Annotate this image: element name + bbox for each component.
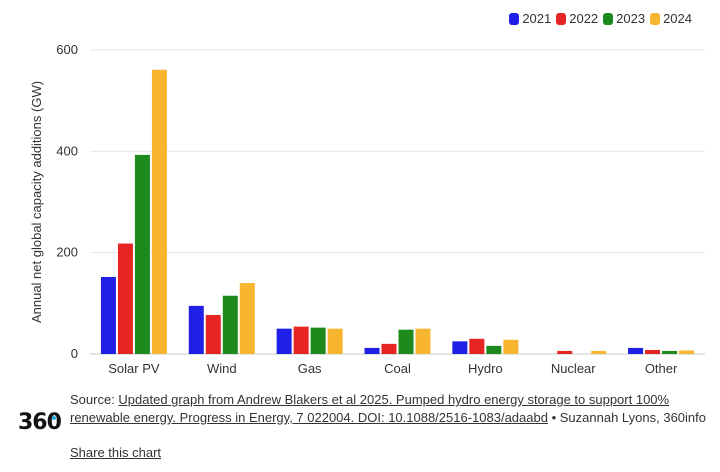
- bar-solar-pv-2024: [151, 69, 167, 354]
- 360info-logo: 360: [18, 410, 62, 435]
- bar-wind-2024: [239, 283, 255, 354]
- bar-coal-2024: [415, 328, 431, 354]
- legend-label-2021: 2021: [522, 11, 552, 26]
- legend-swatch-2021: [509, 12, 520, 25]
- bar-coal-2022: [381, 343, 397, 354]
- legend-label-2024: 2024: [663, 11, 692, 26]
- x-tick-label-other: Other: [645, 361, 678, 376]
- source-link[interactable]: Updated graph from Andrew Blakers et al …: [70, 392, 670, 425]
- chart-source: Source: Updated graph from Andrew Blaker…: [70, 391, 710, 427]
- bar-coal-2023: [398, 329, 414, 354]
- legend-swatch-2024: [650, 12, 661, 25]
- x-tick-label-nuclear: Nuclear: [551, 361, 596, 376]
- bar-solar-pv-2023: [134, 154, 150, 354]
- bar-nuclear-2024: [591, 350, 607, 354]
- legend-item-2023[interactable]: 2023: [603, 11, 645, 26]
- y-tick-label-400: 400: [56, 143, 78, 158]
- bar-other-2024: [679, 350, 695, 354]
- bar-other-2023: [662, 350, 678, 354]
- bar-wind-2021: [188, 305, 204, 354]
- bar-gas-2024: [327, 328, 343, 354]
- x-tick-label-wind: Wind: [207, 361, 237, 376]
- bar-chart: 0 200 400 600 Annual net global capacity add…: [29, 42, 705, 376]
- bar-coal-2021: [364, 347, 380, 354]
- y-tick-label-0: 0: [71, 346, 78, 361]
- y-tick-label-200: 200: [56, 245, 78, 260]
- bar-hydro-2024: [503, 339, 519, 354]
- bar-other-2022: [645, 349, 661, 354]
- x-tick-label-gas: Gas: [298, 361, 322, 376]
- bar-gas-2023: [310, 327, 326, 354]
- bar-solar-pv-2021: [100, 276, 116, 354]
- x-tick-label-hydro: Hydro: [468, 361, 503, 376]
- bar-wind-2023: [222, 295, 238, 354]
- share-chart-link[interactable]: Share this chart: [70, 445, 162, 460]
- chart-legend: 2021 2022 2023 2024: [509, 11, 692, 26]
- legend-item-2022[interactable]: 2022: [556, 11, 598, 26]
- y-tick-label-600: 600: [56, 42, 78, 57]
- bar-hydro-2021: [452, 341, 468, 354]
- bar-solar-pv-2022: [117, 243, 133, 354]
- legend-swatch-2022: [556, 12, 567, 25]
- x-tick-label-solar-pv: Solar PV: [108, 361, 160, 376]
- source-prefix: Source:: [70, 392, 119, 407]
- legend-swatch-2023: [603, 12, 614, 25]
- bar-wind-2022: [205, 314, 221, 354]
- bar-gas-2022: [293, 326, 309, 354]
- bar-gas-2021: [276, 328, 292, 354]
- bar-other-2021: [628, 347, 644, 354]
- x-tick-label-coal: Coal: [384, 361, 411, 376]
- legend-item-2021[interactable]: 2021: [509, 11, 551, 26]
- logo-text-left: 36: [18, 410, 48, 435]
- bar-hydro-2022: [469, 338, 485, 354]
- source-suffix: • Suzannah Lyons, 360info: [547, 410, 706, 425]
- y-axis-label: Annual net global capacity additions (GW…: [29, 81, 44, 323]
- legend-label-2023: 2023: [616, 11, 646, 26]
- bar-nuclear-2022: [557, 350, 573, 354]
- bar-hydro-2023: [486, 345, 502, 354]
- logo-text-o: 0: [46, 410, 62, 435]
- legend-item-2024[interactable]: 2024: [650, 11, 692, 26]
- legend-label-2022: 2022: [569, 11, 599, 26]
